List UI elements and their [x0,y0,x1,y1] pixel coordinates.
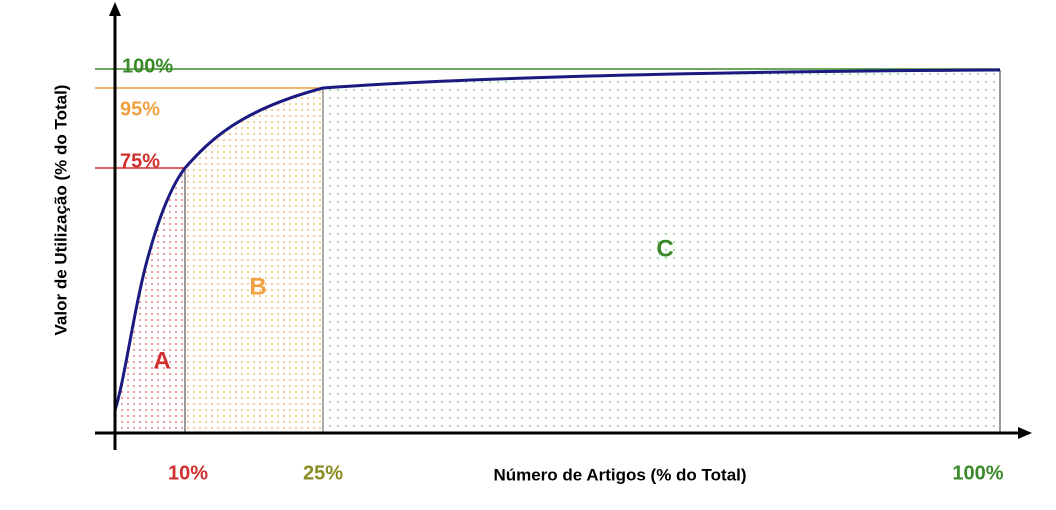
zone-c-fill [323,70,1000,433]
zone-fills [115,70,1000,433]
x-label: 10% [168,462,208,484]
y-axis-arrow [109,2,121,16]
x-axis-arrow [1018,427,1032,439]
zone-label: C [656,235,673,262]
x-label: 25% [303,462,343,484]
zone-b-fill [185,70,323,433]
x-axis-title: Número de Artigos (% do Total) [493,465,746,484]
zone-label: B [249,273,266,300]
x-label: 100% [952,462,1003,484]
y-axis-title: Valor de Utilização (% do Total) [51,85,70,336]
pareto-curve [113,68,1001,411]
zone-label: A [153,347,170,374]
y-label: 95% [120,98,160,120]
y-label: 75% [120,150,160,172]
y-label: 100% [122,55,173,77]
